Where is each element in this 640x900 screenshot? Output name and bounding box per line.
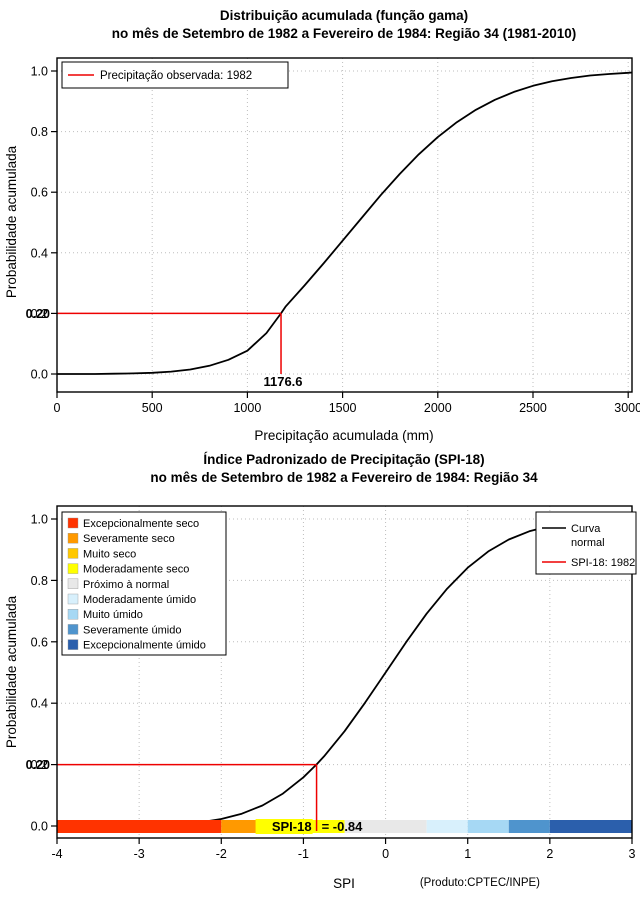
spi-category-bar-segment	[221, 820, 263, 833]
x-tick-label: 2	[546, 847, 553, 861]
spi-category-bar-segment	[303, 820, 345, 833]
category-label: Próximo à normal	[83, 579, 169, 591]
spi-category-bar-segment	[344, 820, 427, 833]
chart2-title-line2: no mês de Setembro de 1982 a Fevereiro d…	[150, 470, 538, 485]
y-tick-label: 0.6	[31, 186, 48, 200]
category-label: Moderadamente seco	[83, 564, 189, 576]
x-tick-label: -1	[298, 847, 309, 861]
spi-category-bar-segment	[57, 820, 222, 833]
chart1-plot-area: 0 500 1000 1500 2000 2500 3000 0.0 0.2 0.4 0.6 0.8 1…	[26, 57, 640, 415]
category-swatch	[67, 609, 79, 620]
x-tick-label: 2500	[519, 401, 547, 415]
plot-box	[56, 505, 633, 839]
plot-box	[56, 57, 633, 393]
x-tick-label: -4	[51, 847, 62, 861]
product-credit: (Produto:CPTEC/INPE)	[420, 877, 540, 889]
category-swatch	[67, 563, 79, 574]
category-label: Excepcionalmente seco	[83, 518, 199, 530]
x-tick-label: 3000	[614, 401, 640, 415]
y-tick-label: 0.8	[31, 574, 48, 588]
category-label: Severamente seco	[83, 533, 175, 545]
chart2-ylabel: Probabilidade acumulada	[4, 595, 19, 748]
chart2-xlabel: SPI	[333, 876, 355, 891]
category-swatch	[67, 624, 79, 635]
marker-probability-label: 0.20	[26, 307, 50, 321]
y-tick-label: 1.0	[31, 513, 48, 527]
chart1-ylabel: Probabilidade acumulada	[4, 145, 19, 298]
legend-label: SPI-18: 1982	[571, 557, 635, 569]
x-tick-label: -2	[216, 847, 227, 861]
marker-spi-value: = -0.84	[322, 819, 364, 834]
category-label: Moderadamente úmido	[83, 594, 196, 606]
marker-label-highlight	[255, 819, 313, 834]
spi-category-bar-segment	[426, 820, 468, 833]
x-tick-label: 1000	[233, 401, 261, 415]
y-tick-label: 0.8	[31, 125, 48, 139]
category-swatch	[67, 578, 79, 589]
chart2-plot-area: -4 -3 -2 -1 0 1 2 3 0.0 0.2 0.4 0.6 0.8 1.0 0.20 SPI-18…	[26, 505, 637, 861]
y-tick-label: 0.4	[31, 697, 48, 711]
y-tick-label: 0.0	[31, 820, 48, 834]
legend-label: Curva	[571, 523, 601, 535]
category-swatch	[67, 593, 79, 605]
x-tick-label: 1	[464, 847, 471, 861]
category-legend-box	[61, 511, 227, 656]
category-swatch	[67, 548, 79, 559]
category-swatch	[67, 639, 79, 650]
legend-box	[61, 61, 289, 89]
chart1-xlabel: Precipitação acumulada (mm)	[254, 428, 433, 443]
legend-box-right	[535, 511, 637, 575]
x-tick-label: 2000	[424, 401, 452, 415]
y-tick-label: 0.2	[31, 307, 48, 321]
category-label: Excepcionalmente úmido	[83, 640, 206, 652]
spi-category-bar-segment	[467, 820, 509, 833]
chart1-title-line1: Distribuição acumulada (função gama)	[220, 8, 468, 23]
category-label: Severamente úmido	[83, 624, 181, 636]
y-tick-label: 0.6	[31, 635, 48, 649]
x-tick-label: 1500	[329, 401, 357, 415]
legend-label: Precipitação observada: 1982	[100, 70, 252, 82]
y-tick-label: 1.0	[31, 65, 48, 79]
marker-value-label: 1176.6	[263, 374, 302, 389]
spi-category-bar-segment	[549, 820, 632, 833]
y-tick-label: 0.2	[31, 758, 48, 772]
spi-category-bar-segment	[508, 820, 550, 833]
y-tick-label: 0.4	[31, 246, 48, 260]
marker-spi-label: SPI-18	[272, 819, 312, 834]
chart1-title-line2: no mês de Setembro de 1982 a Fevereiro d…	[112, 26, 576, 41]
category-swatch	[67, 517, 79, 529]
category-swatch	[67, 533, 79, 544]
x-tick-label: 500	[142, 401, 163, 415]
x-tick-label: 0	[382, 847, 389, 861]
gamma-cdf-curve	[57, 71, 633, 375]
category-label: Muito úmido	[83, 609, 143, 621]
legend-label: normal	[571, 537, 605, 549]
y-tick-label: 0.0	[31, 368, 48, 382]
x-tick-label: 0	[54, 401, 61, 415]
x-tick-label: 3	[629, 847, 636, 861]
x-tick-label: -3	[134, 847, 145, 861]
marker-probability-label: 0.20	[26, 758, 50, 772]
chart2-title-line1: Índice Padronizado de Precipitação (SPI-…	[203, 452, 484, 467]
category-label: Muito seco	[83, 548, 136, 560]
